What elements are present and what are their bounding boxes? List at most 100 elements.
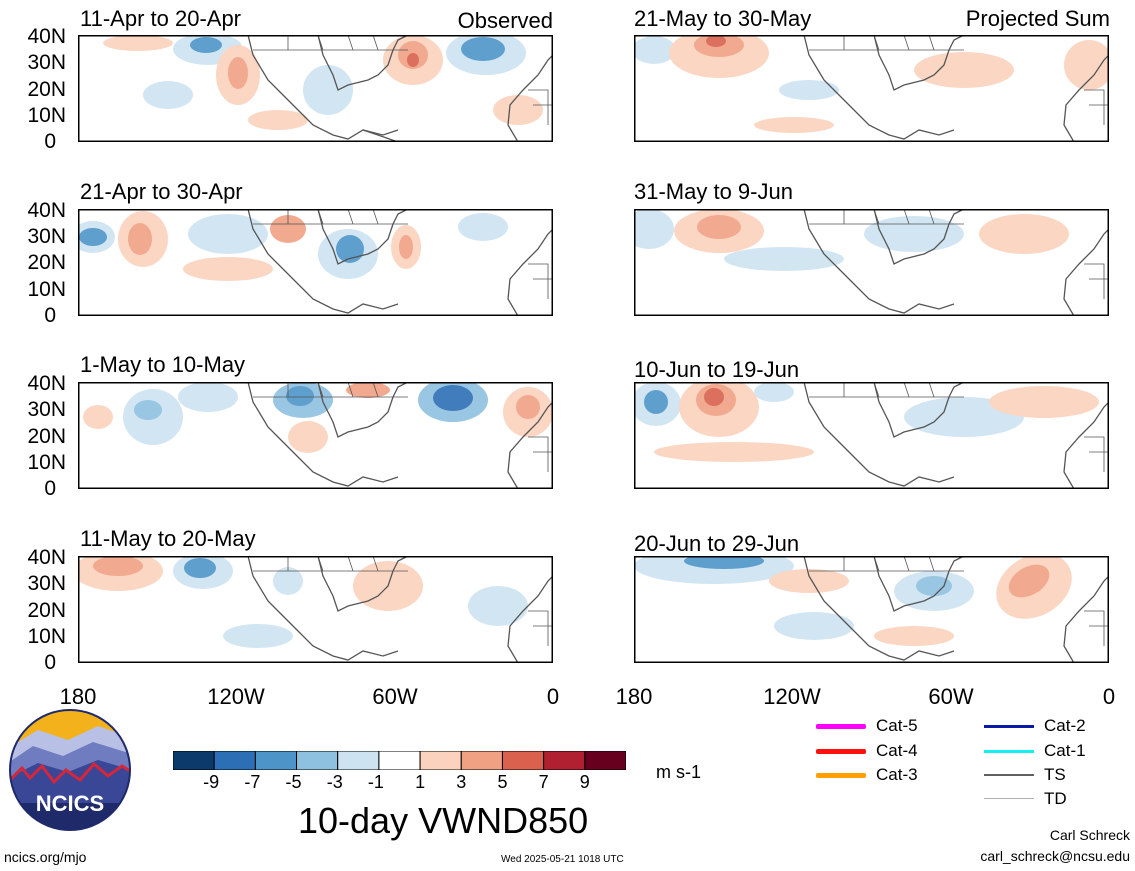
coastlines bbox=[803, 209, 1109, 316]
colorbar-box bbox=[213, 751, 256, 770]
legend-line-td bbox=[984, 798, 1034, 799]
panel-date-label: 21-May to 30-May bbox=[634, 6, 812, 31]
footer-author: Carl Schreck bbox=[1049, 827, 1130, 843]
colorbar-tick-label: 5 bbox=[497, 772, 508, 792]
panel-date-label: 11-Apr to 20-Apr bbox=[80, 6, 242, 31]
map-panel bbox=[78, 556, 553, 663]
coastlines bbox=[803, 382, 1109, 489]
y-tick-label: 30N bbox=[27, 51, 66, 74]
y-tick-label: 0 bbox=[44, 304, 56, 327]
x-tick-label: 120W bbox=[207, 684, 265, 709]
y-tick-label: 20N bbox=[27, 425, 66, 448]
y-tick-label: 0 bbox=[44, 130, 56, 153]
colorbar-units: m s-1 bbox=[656, 762, 701, 782]
colorbar-box bbox=[254, 751, 298, 770]
legend-label: Cat-3 bbox=[876, 765, 918, 784]
colorbar-tick-label: -5 bbox=[285, 772, 302, 792]
legend-label: Cat-2 bbox=[1044, 716, 1086, 735]
legend-line-cat1 bbox=[984, 750, 1034, 753]
map-panel bbox=[78, 35, 553, 142]
borders bbox=[809, 35, 1109, 125]
y-tick-label: 40N bbox=[27, 199, 66, 222]
colorbar bbox=[173, 751, 626, 770]
colorbar-tick-label: -1 bbox=[367, 772, 384, 792]
legend-line-ts bbox=[984, 774, 1034, 776]
colorbar-tick-label: 9 bbox=[579, 772, 590, 792]
panel-date-label: 21-Apr to 30-Apr bbox=[80, 179, 243, 204]
coastlines bbox=[247, 35, 553, 142]
borders bbox=[253, 35, 553, 125]
legend-line-cat2 bbox=[984, 725, 1034, 728]
y-tick-label: 10N bbox=[27, 625, 66, 648]
y-tick-label: 20N bbox=[27, 78, 66, 101]
colorbar-box bbox=[173, 751, 215, 770]
y-tick-label: 40N bbox=[27, 25, 66, 48]
chart-title: 10-day VWND850 bbox=[298, 800, 589, 841]
borders bbox=[809, 556, 1109, 646]
legend-label: Cat-1 bbox=[1044, 741, 1086, 760]
x-tick-label: 0 bbox=[546, 684, 560, 709]
panel-date-label: 20-Jun to 29-Jun bbox=[634, 531, 800, 556]
y-tick-label: 10N bbox=[27, 278, 66, 301]
panel-date-label: 31-May to 9-Jun bbox=[634, 179, 793, 204]
map-panel bbox=[634, 209, 1109, 316]
anomaly-shading bbox=[83, 382, 553, 453]
x-tick-label: 60W bbox=[372, 684, 418, 709]
panel-type-label: Projected Sum bbox=[965, 6, 1110, 31]
coastlines bbox=[247, 556, 553, 663]
colorbar-tick-label: 7 bbox=[538, 772, 549, 792]
y-tick-label: 30N bbox=[27, 572, 66, 595]
legend-label: Cat-5 bbox=[876, 716, 918, 735]
footer-email[interactable]: carl_schreck@ncsu.edu bbox=[980, 848, 1130, 864]
anomaly-shading bbox=[634, 209, 1069, 271]
x-tick-label: 60W bbox=[928, 684, 974, 709]
y-tick-label: 30N bbox=[27, 225, 66, 248]
colorbar-box bbox=[337, 751, 380, 770]
anomaly-shading bbox=[78, 556, 528, 648]
y-tick-label: 20N bbox=[27, 251, 66, 274]
legend-label: TS bbox=[1044, 765, 1066, 784]
footer-timestamp: Wed 2025-05-21 1018 UTC bbox=[501, 854, 624, 865]
x-tick-label: 0 bbox=[1102, 684, 1116, 709]
coastlines bbox=[803, 35, 1109, 142]
panel-date-label: 10-Jun to 19-Jun bbox=[634, 357, 800, 382]
legend-line-cat3 bbox=[816, 773, 866, 778]
logo-text: NCICS bbox=[36, 791, 104, 816]
anomaly-shading bbox=[78, 211, 508, 281]
colorbar-tick-label: -7 bbox=[244, 772, 261, 792]
map-panel bbox=[78, 382, 553, 489]
borders bbox=[253, 556, 553, 646]
map-panel bbox=[634, 556, 1109, 663]
y-tick-label: 40N bbox=[27, 372, 66, 395]
y-tick-label: 0 bbox=[44, 477, 56, 500]
coastlines bbox=[247, 382, 553, 489]
map-panel bbox=[78, 209, 553, 316]
anomaly-shading bbox=[634, 382, 1099, 462]
coastlines bbox=[247, 209, 553, 316]
anomaly-shading bbox=[634, 556, 1072, 646]
panel-date-label: 1-May to 10-May bbox=[80, 352, 246, 377]
footer-url[interactable]: ncics.org/mjo bbox=[4, 849, 87, 865]
x-tick-label: 120W bbox=[763, 684, 821, 709]
legend-line-cat4 bbox=[816, 749, 866, 754]
y-tick-label: 30N bbox=[27, 398, 66, 421]
panel-type-label: Observed bbox=[457, 8, 553, 33]
colorbar-box bbox=[296, 751, 339, 770]
colorbar-tick-label: 1 bbox=[415, 772, 426, 792]
anomaly-shading bbox=[103, 35, 543, 130]
ncics-logo: NCICS bbox=[8, 708, 132, 832]
y-tick-label: 0 bbox=[44, 651, 56, 674]
colorbar-box bbox=[460, 751, 503, 770]
borders bbox=[809, 382, 1109, 472]
y-tick-label: 40N bbox=[27, 546, 66, 569]
legend-label: TD bbox=[1044, 789, 1067, 808]
panel-date-label: 11-May to 20-May bbox=[80, 526, 256, 551]
map-panel bbox=[634, 382, 1109, 489]
colorbar-tick-label: -9 bbox=[203, 772, 220, 792]
map-panel bbox=[634, 35, 1109, 142]
colorbar-box bbox=[419, 751, 462, 770]
anomaly-shading bbox=[634, 35, 1109, 133]
colorbar-box bbox=[543, 751, 586, 770]
borders bbox=[809, 209, 1109, 299]
y-tick-label: 10N bbox=[27, 451, 66, 474]
